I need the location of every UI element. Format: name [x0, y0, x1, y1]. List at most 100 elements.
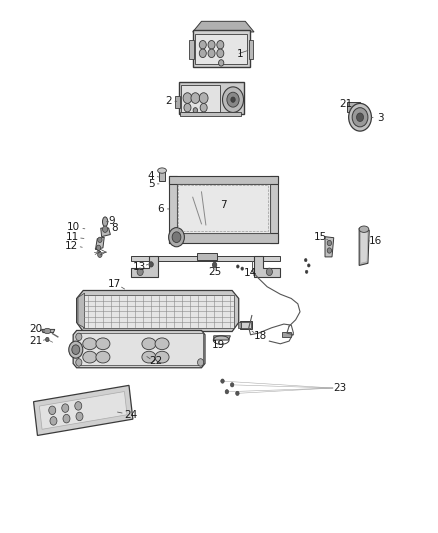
Text: 19: 19	[212, 341, 225, 350]
Text: 6: 6	[157, 204, 164, 214]
Ellipse shape	[221, 379, 224, 383]
Polygon shape	[325, 237, 334, 257]
Polygon shape	[131, 256, 280, 261]
Polygon shape	[101, 228, 110, 237]
Ellipse shape	[155, 338, 169, 350]
Text: 20: 20	[29, 325, 42, 334]
Text: 25: 25	[208, 267, 221, 277]
Bar	[189, 40, 194, 59]
Ellipse shape	[76, 359, 82, 366]
Polygon shape	[359, 228, 369, 265]
Ellipse shape	[225, 390, 229, 394]
Polygon shape	[39, 392, 127, 429]
Ellipse shape	[98, 252, 102, 257]
Text: 5: 5	[148, 179, 155, 189]
Bar	[240, 321, 252, 329]
Bar	[347, 102, 360, 112]
Text: 9: 9	[108, 216, 115, 226]
Ellipse shape	[76, 412, 83, 421]
Ellipse shape	[349, 103, 371, 131]
Text: 22: 22	[149, 357, 162, 366]
Polygon shape	[73, 330, 205, 368]
Ellipse shape	[183, 93, 192, 103]
Ellipse shape	[327, 248, 332, 253]
Text: 8: 8	[111, 223, 118, 233]
Ellipse shape	[241, 267, 244, 270]
Text: 24: 24	[124, 410, 137, 419]
Ellipse shape	[69, 341, 83, 358]
Text: 15: 15	[314, 232, 327, 242]
Polygon shape	[214, 336, 230, 340]
Bar	[159, 171, 165, 181]
Ellipse shape	[49, 406, 56, 415]
Ellipse shape	[212, 262, 217, 268]
Ellipse shape	[304, 259, 307, 262]
Ellipse shape	[184, 103, 191, 112]
Ellipse shape	[96, 338, 110, 350]
Ellipse shape	[227, 92, 239, 107]
Ellipse shape	[305, 270, 308, 273]
Polygon shape	[131, 256, 158, 277]
Ellipse shape	[137, 268, 143, 276]
Polygon shape	[34, 385, 133, 435]
Bar	[180, 112, 241, 116]
Text: 18: 18	[254, 331, 267, 341]
Ellipse shape	[62, 404, 69, 413]
Ellipse shape	[76, 333, 82, 341]
Ellipse shape	[219, 60, 224, 66]
Ellipse shape	[102, 226, 108, 232]
Text: 16: 16	[369, 236, 382, 246]
Text: 7: 7	[220, 200, 227, 210]
Text: 2: 2	[165, 96, 172, 106]
Ellipse shape	[50, 417, 57, 425]
Ellipse shape	[83, 338, 97, 350]
Polygon shape	[169, 176, 177, 243]
Bar	[78, 333, 203, 365]
Polygon shape	[193, 21, 254, 32]
Ellipse shape	[266, 268, 272, 276]
Bar	[179, 82, 244, 114]
Bar	[241, 322, 251, 328]
Ellipse shape	[149, 262, 153, 267]
Ellipse shape	[191, 93, 200, 103]
Polygon shape	[169, 176, 278, 184]
Text: 13: 13	[133, 262, 146, 271]
Text: 1: 1	[237, 50, 244, 59]
Text: 12: 12	[64, 241, 78, 251]
Text: 4: 4	[148, 171, 155, 181]
Bar	[249, 40, 253, 59]
Ellipse shape	[237, 265, 239, 268]
Ellipse shape	[327, 240, 332, 246]
Polygon shape	[169, 233, 278, 243]
Text: 17: 17	[108, 279, 121, 289]
Ellipse shape	[98, 237, 102, 243]
Ellipse shape	[307, 264, 310, 267]
Ellipse shape	[169, 228, 184, 247]
Ellipse shape	[193, 108, 198, 113]
Ellipse shape	[102, 217, 108, 227]
Polygon shape	[78, 293, 85, 328]
Text: 21: 21	[339, 100, 353, 109]
Text: 23: 23	[333, 383, 346, 393]
Ellipse shape	[359, 226, 369, 232]
Ellipse shape	[158, 168, 166, 173]
Text: 11: 11	[66, 232, 79, 241]
Ellipse shape	[142, 338, 156, 350]
Polygon shape	[77, 290, 239, 332]
Bar	[83, 295, 234, 328]
Ellipse shape	[208, 41, 215, 49]
Bar	[181, 85, 220, 112]
Ellipse shape	[199, 93, 208, 103]
Text: 10: 10	[67, 222, 80, 232]
Polygon shape	[360, 230, 368, 263]
Ellipse shape	[46, 337, 49, 342]
Ellipse shape	[236, 391, 239, 395]
Polygon shape	[254, 256, 280, 277]
Ellipse shape	[198, 359, 204, 366]
Ellipse shape	[352, 108, 368, 127]
Ellipse shape	[155, 351, 169, 363]
Ellipse shape	[75, 401, 82, 410]
Ellipse shape	[223, 87, 244, 112]
Ellipse shape	[96, 245, 101, 251]
Polygon shape	[270, 176, 278, 243]
